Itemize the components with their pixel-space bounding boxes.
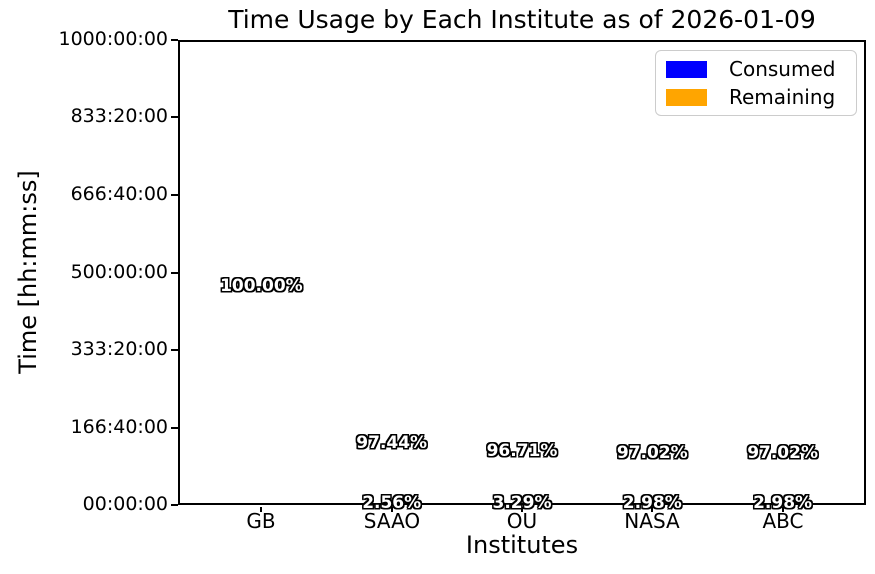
x-tick-label: SAAO [363, 509, 421, 533]
x-tick-mark [782, 507, 784, 512]
legend-label-consumed: Consumed [729, 57, 836, 81]
y-tick-label: 833:20:00 [70, 105, 168, 127]
bar-label-remaining-pct: 97.44% [356, 433, 428, 453]
y-tick-label: 333:20:00 [70, 338, 168, 360]
legend-swatch-remaining-icon [666, 88, 707, 106]
y-tick-mark [171, 349, 178, 351]
legend-item-consumed: Consumed [666, 57, 846, 81]
y-tick-mark [171, 39, 178, 41]
x-tick-mark [391, 507, 393, 512]
y-tick-label: 1000:00:00 [58, 28, 168, 50]
y-tick-label: 500:00:00 [70, 261, 168, 283]
x-tick-mark [651, 507, 653, 512]
legend-item-remaining: Remaining [666, 85, 846, 109]
y-tick-label: 00:00:00 [82, 493, 168, 515]
x-axis-label: Institutes [465, 531, 579, 559]
y-tick-mark [171, 116, 178, 118]
plot-area [178, 40, 866, 505]
bar-label-remaining-pct: 100.00% [220, 276, 303, 296]
bar-label-consumed-pct: 2.98% [622, 493, 682, 513]
y-tick-mark [171, 504, 178, 506]
chart-title: Time Usage by Each Institute as of 2026-… [228, 5, 816, 34]
y-tick-mark [171, 272, 178, 274]
legend-label-remaining: Remaining [729, 85, 836, 109]
y-tick-mark [171, 194, 178, 196]
y-tick-mark [171, 427, 178, 429]
bar-label-consumed-pct: 2.98% [753, 493, 813, 513]
legend: Consumed Remaining [655, 50, 857, 116]
bar-label-remaining-pct: 97.02% [616, 443, 688, 463]
bar-label-remaining-pct: 96.71% [486, 441, 558, 461]
x-tick-label: OU [506, 509, 538, 533]
x-tick-mark [521, 507, 523, 512]
bar-label-consumed-pct: 2.56% [362, 493, 422, 513]
bar-label-consumed-pct: 3.29% [492, 493, 552, 513]
legend-swatch-consumed-icon [666, 60, 707, 78]
y-tick-label: 166:40:00 [70, 416, 168, 438]
y-tick-label: 666:40:00 [70, 183, 168, 205]
bar-label-remaining-pct: 97.02% [747, 443, 818, 463]
x-tick-label: ABC [762, 509, 804, 533]
x-tick-mark [260, 507, 262, 512]
x-tick-label: GB [246, 509, 276, 533]
x-tick-label: NASA [624, 509, 680, 533]
